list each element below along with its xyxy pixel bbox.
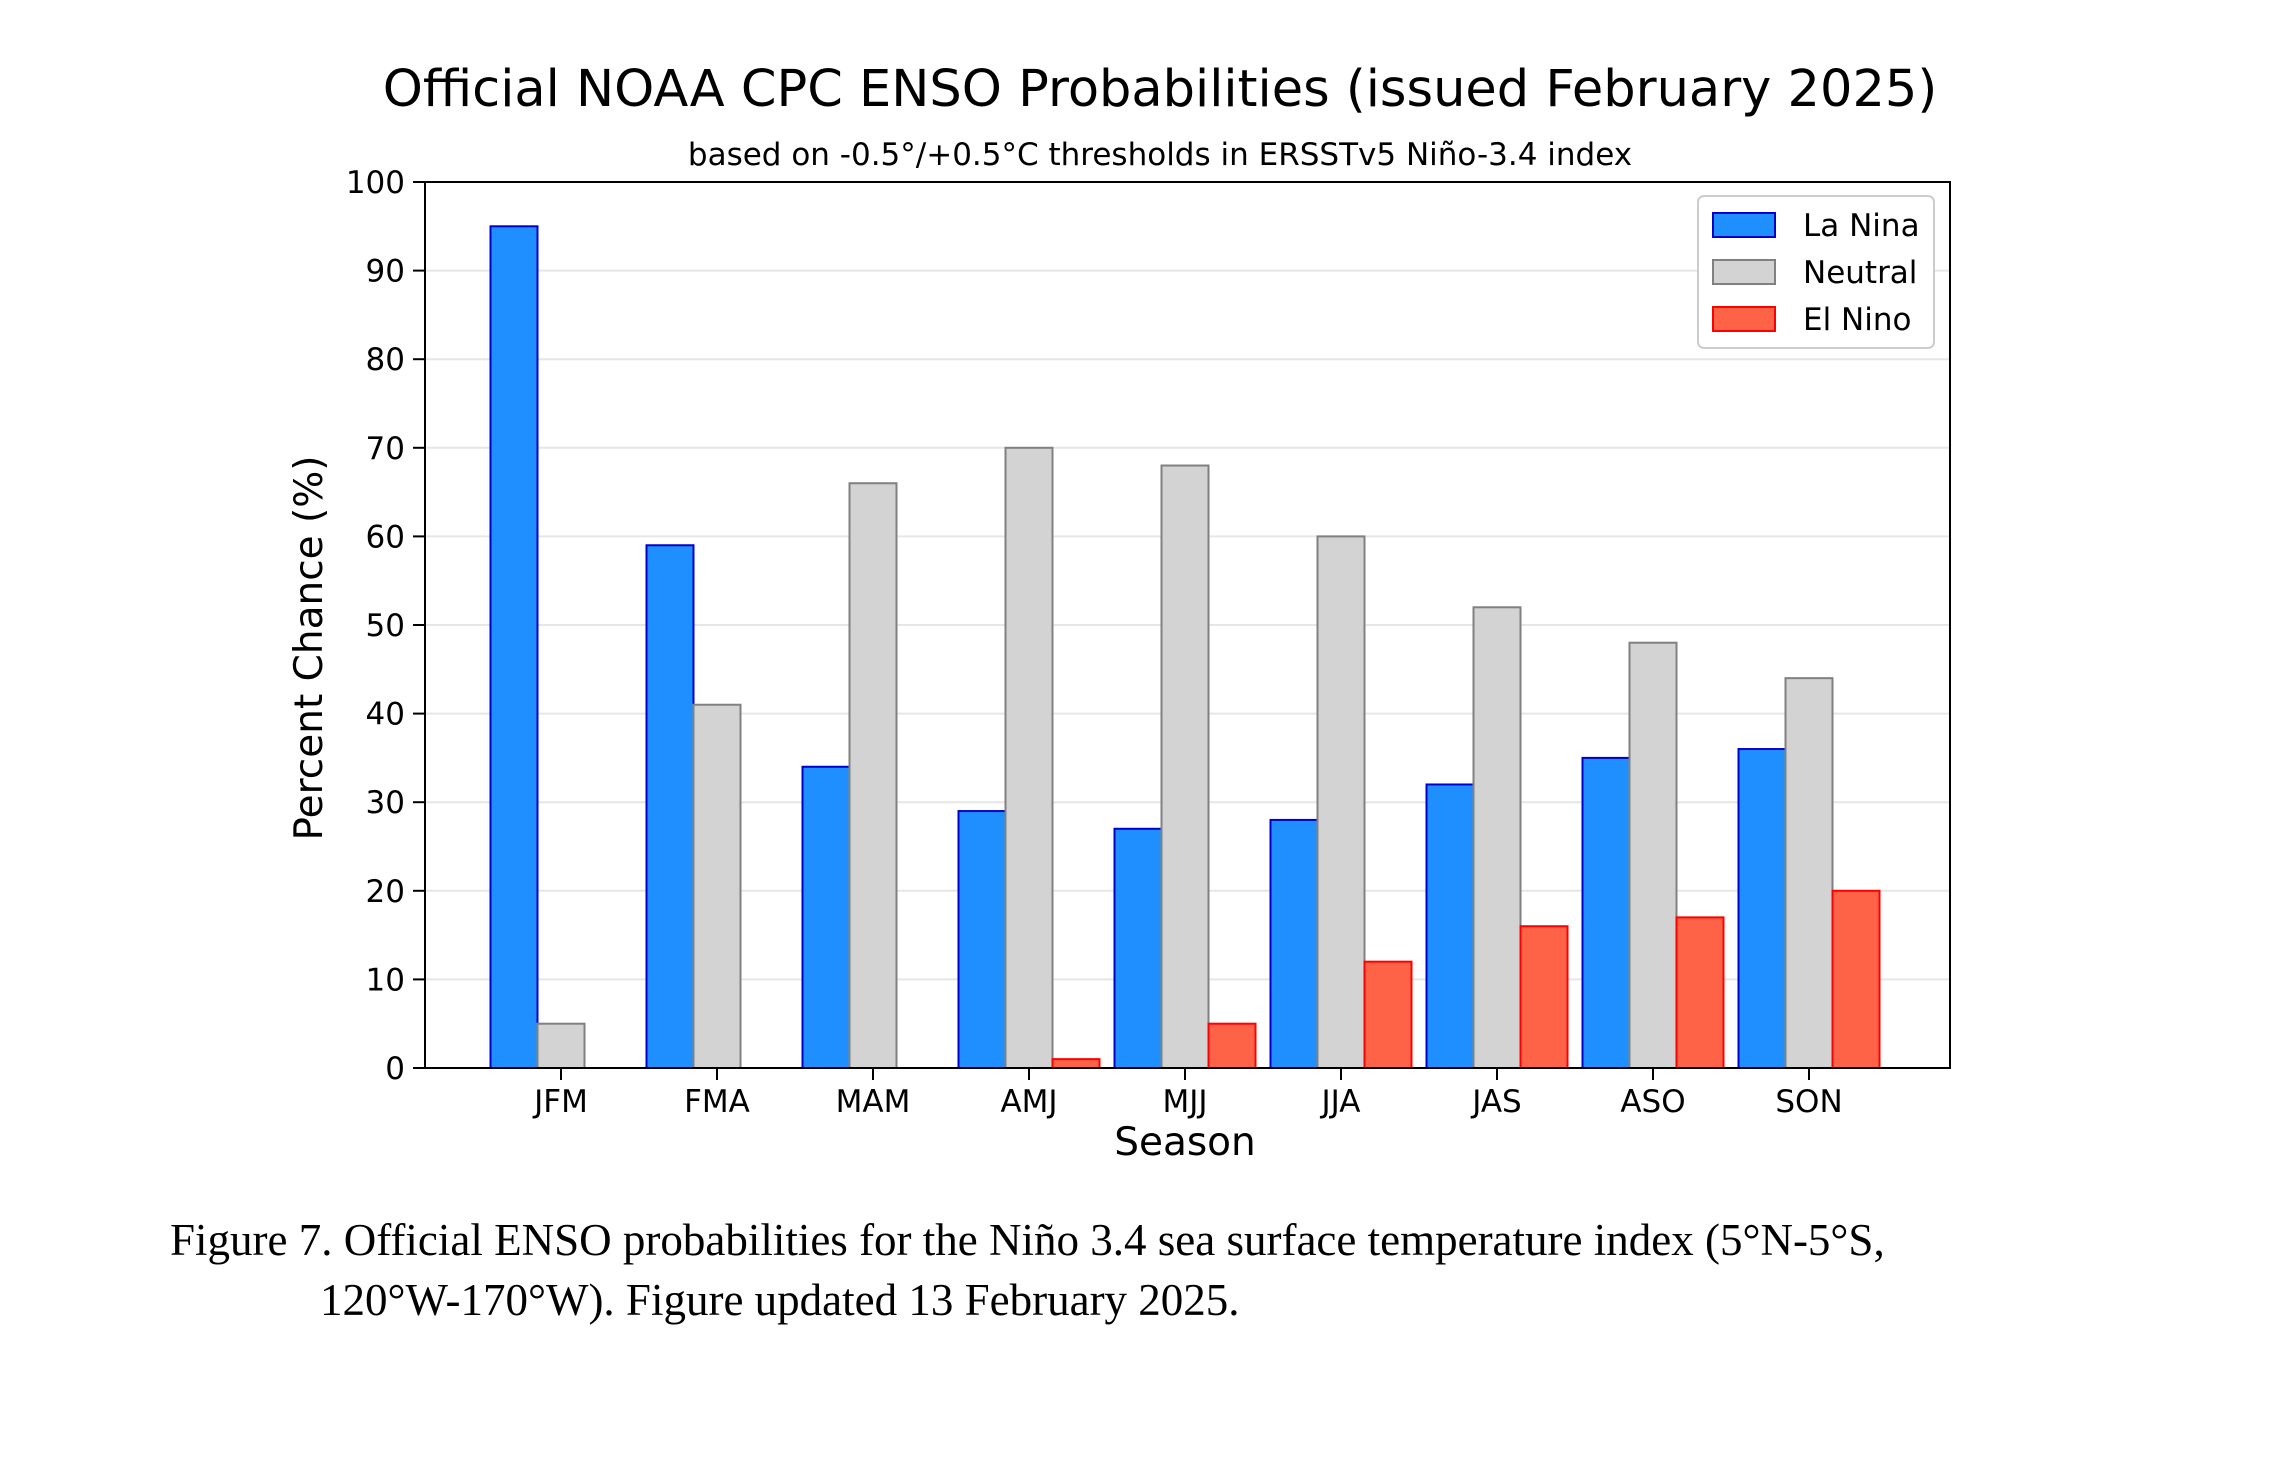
y-tick-label: 40 (366, 697, 405, 733)
bar-la-nina-amj (957, 810, 1007, 1069)
chart-title: Official NOAA CPC ENSO Probabilities (is… (383, 60, 1938, 119)
legend-swatch-la-nina (1712, 212, 1776, 238)
bar-la-nina-aso (1581, 756, 1631, 1070)
x-tick-label: JFM (532, 1084, 588, 1120)
plot-frame (424, 181, 1951, 1069)
bar-neutral-aso (1628, 641, 1678, 1069)
bar-la-nina-mam (801, 765, 851, 1069)
bar-el-nino-aso (1675, 916, 1725, 1069)
bar-neutral-son (1784, 677, 1834, 1069)
x-tick-label: MAM (836, 1084, 911, 1120)
y-tick-label: 30 (366, 785, 405, 821)
y-tick-label: 100 (346, 165, 405, 201)
bar-neutral-fma (692, 703, 742, 1069)
bars (489, 225, 1881, 1070)
x-tick-label: AMJ (1000, 1084, 1057, 1120)
y-tick-label: 60 (366, 519, 405, 555)
bar-neutral-amj (1004, 446, 1054, 1069)
y-tick-label: 90 (366, 254, 405, 290)
x-tick-label: MJJ (1162, 1084, 1207, 1120)
bar-la-nina-fma (645, 544, 695, 1069)
y-tick-label: 10 (366, 962, 405, 998)
bar-la-nina-son (1737, 748, 1787, 1069)
bar-el-nino-jja (1363, 960, 1413, 1069)
x-tick-label: ASO (1620, 1084, 1685, 1120)
bar-la-nina-jas (1425, 783, 1475, 1069)
bar-la-nina-mjj (1113, 827, 1163, 1070)
bar-la-nina-jja (1269, 818, 1319, 1069)
figure-caption: Figure 7. Official ENSO probabilities fo… (170, 1210, 2170, 1330)
bar-el-nino-amj (1051, 1058, 1101, 1070)
x-axis-label: Season (1114, 1120, 1256, 1165)
x-tick-label: FMA (684, 1084, 750, 1120)
bar-neutral-jfm (536, 1022, 586, 1070)
x-tick-label: JAS (1470, 1084, 1521, 1120)
bar-el-nino-jas (1519, 925, 1569, 1069)
legend-label-el-nino: El Nino (1803, 302, 1911, 338)
chart-subtitle: based on -0.5°/+0.5°C thresholds in ERSS… (688, 137, 1632, 173)
legend-swatch-neutral (1712, 259, 1776, 285)
axes: 0 10 20 30 40 50 60 70 80 90 100 JFM FMA MAM AMJ MJJ JJA… (346, 165, 1951, 1120)
y-tick-label: 70 (366, 431, 405, 467)
y-tick-label: 50 (366, 608, 405, 644)
caption-line-2: 120°W-170°W). Figure updated 13 February… (320, 1275, 1240, 1325)
y-tick-label: 0 (385, 1051, 405, 1087)
bar-neutral-mam (848, 482, 898, 1069)
bar-la-nina-jfm (489, 225, 539, 1070)
y-tick-label: 20 (366, 874, 405, 910)
legend-swatch-el-nino (1712, 306, 1776, 332)
legend: La Nina Neutral El Nino (1697, 195, 1935, 349)
legend-label-la-nina: La Nina (1803, 208, 1920, 244)
legend-label-neutral: Neutral (1803, 255, 1917, 291)
caption-line-1: Figure 7. Official ENSO probabilities fo… (170, 1215, 1885, 1265)
bar-el-nino-son (1831, 889, 1881, 1069)
x-tick-label: JJA (1320, 1084, 1361, 1120)
bar-neutral-jja (1316, 535, 1366, 1069)
y-tick-label: 80 (366, 342, 405, 378)
x-tick-label: SON (1775, 1084, 1842, 1120)
bar-neutral-mjj (1160, 464, 1210, 1069)
bar-el-nino-mjj (1207, 1022, 1257, 1070)
bar-neutral-jas (1472, 606, 1522, 1070)
y-axis-label: Percent Chance (%) (287, 455, 332, 840)
